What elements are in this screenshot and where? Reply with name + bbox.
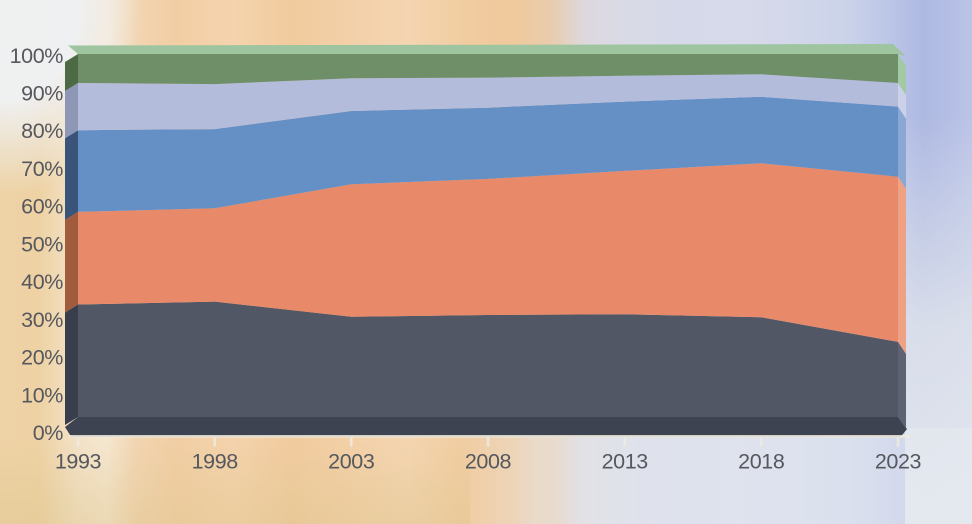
- y-axis-label-100pct: 100%: [10, 44, 64, 68]
- x-axis-line: [69, 435, 910, 438]
- y-axis-label-70pct: 70%: [21, 157, 63, 181]
- y-axis-label-30pct: 30%: [21, 308, 63, 332]
- x-axis-label-2013: 2013: [602, 450, 649, 474]
- y-axis-label-60pct: 60%: [21, 195, 63, 219]
- y-axis-label-80pct: 80%: [21, 119, 63, 143]
- x-axis-label-2008: 2008: [465, 450, 512, 474]
- x-axis-tick-1993: [76, 437, 80, 447]
- x-axis-label-2023: 2023: [875, 450, 922, 474]
- series-dark-slate-left-face: [65, 304, 78, 425]
- x-axis-tick-2023: [896, 437, 900, 447]
- chart-floor: [65, 417, 907, 437]
- x-axis-tick-2003: [350, 437, 353, 447]
- y-axis-label-40pct: 40%: [21, 270, 63, 294]
- series-green-left-face: [65, 54, 78, 91]
- x-axis-tick-2008: [486, 437, 490, 447]
- series-lavender-area: [78, 74, 898, 131]
- series-dark-slate-right-face: [898, 341, 906, 429]
- y-axis-label-10pct: 10%: [21, 383, 63, 407]
- series-orange-right-face: [898, 176, 906, 354]
- x-axis-tick-2018: [760, 437, 763, 447]
- series-orange-area: [78, 163, 898, 342]
- series-blue-left-face: [65, 130, 78, 220]
- y-axis-label-90pct: 90%: [21, 82, 63, 106]
- series-blue-area: [78, 96, 898, 212]
- series-orange-left-face: [65, 211, 78, 313]
- x-axis-label-1993: 1993: [55, 450, 102, 474]
- series-lavender-right-face: [898, 83, 906, 119]
- series-green-area: [78, 54, 898, 85]
- series-green-right-face: [898, 54, 906, 95]
- x-axis-tick-1998: [213, 437, 216, 447]
- y-axis-label-20pct: 20%: [21, 346, 63, 370]
- x-axis-label-2018: 2018: [738, 450, 785, 474]
- series-lavender-left-face: [65, 83, 78, 139]
- series-blue-right-face: [898, 106, 906, 189]
- chart-top-face: [68, 44, 906, 57]
- x-axis-label-2003: 2003: [328, 450, 375, 474]
- series-dark-slate-area: [78, 301, 898, 417]
- y-axis-label-50pct: 50%: [21, 232, 63, 256]
- x-axis-label-1998: 1998: [192, 450, 239, 474]
- y-axis-label-0pct: 0%: [33, 421, 64, 445]
- x-axis-tick-2013: [623, 437, 626, 447]
